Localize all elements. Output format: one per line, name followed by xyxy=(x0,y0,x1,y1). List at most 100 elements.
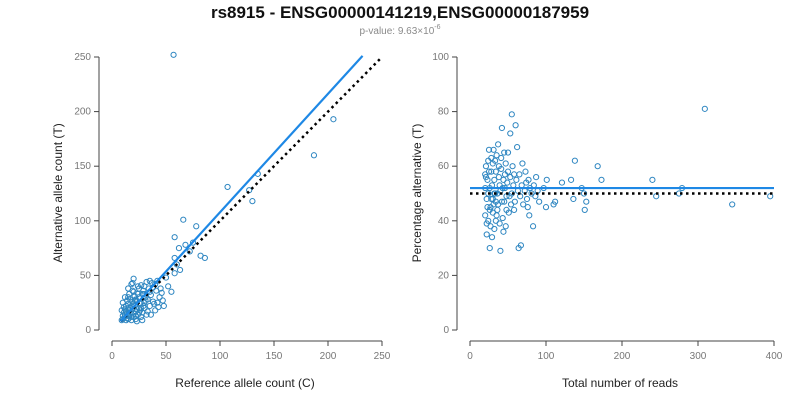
y-tick-label: 250 xyxy=(74,52,91,63)
x-tick-label: 0 xyxy=(467,351,473,362)
y-tick-label: 50 xyxy=(80,270,92,281)
data-point xyxy=(488,168,495,175)
data-point xyxy=(491,176,498,183)
data-point xyxy=(129,287,136,294)
data-point xyxy=(512,122,519,129)
data-point xyxy=(492,198,499,205)
y-tick-label: 40 xyxy=(438,216,450,227)
data-point xyxy=(502,160,509,167)
data-point xyxy=(147,291,154,299)
data-point xyxy=(490,146,497,153)
data-point xyxy=(485,190,492,197)
data-point xyxy=(701,105,708,112)
data-point xyxy=(129,279,136,287)
data-point xyxy=(486,206,493,213)
y-tick-label: 100 xyxy=(74,216,91,227)
data-point xyxy=(132,312,139,319)
data-point xyxy=(140,287,147,294)
x-tick-label: 0 xyxy=(109,351,115,362)
data-point xyxy=(598,176,605,183)
x-tick-label: 400 xyxy=(766,351,783,362)
data-point xyxy=(594,163,601,170)
data-point xyxy=(170,51,177,58)
data-point xyxy=(506,193,513,200)
data-point xyxy=(147,311,154,318)
data-point xyxy=(132,308,139,315)
y-tick-label: 150 xyxy=(74,161,91,172)
data-point xyxy=(483,231,490,238)
data-point xyxy=(649,176,656,183)
data-point xyxy=(498,154,505,162)
data-point xyxy=(182,241,189,248)
x-axis-label: Total number of reads xyxy=(562,376,678,390)
data-point xyxy=(485,146,493,153)
fit-line xyxy=(119,55,364,323)
data-point xyxy=(130,275,137,282)
data-point xyxy=(160,302,167,310)
data-point xyxy=(125,294,132,301)
data-point xyxy=(173,261,180,268)
x-axis-label: Reference allele count (C) xyxy=(175,376,314,390)
scatter-panel-allele-counts: 0 50 100 150 200 250 0 50 100 150 200 250 Reference … xyxy=(51,51,391,390)
data-point xyxy=(498,198,506,205)
y-tick-label: 0 xyxy=(85,325,91,336)
data-point xyxy=(159,297,166,304)
data-point xyxy=(489,160,496,167)
data-point xyxy=(483,220,490,227)
data-point xyxy=(488,234,496,241)
data-point xyxy=(522,168,529,175)
data-point xyxy=(176,266,184,274)
data-point xyxy=(330,116,337,123)
data-point xyxy=(144,308,151,315)
data-point xyxy=(482,163,490,170)
data-point xyxy=(168,288,175,295)
data-point xyxy=(138,305,145,312)
data-point xyxy=(131,297,138,304)
data-point xyxy=(513,176,520,183)
data-point xyxy=(189,239,197,246)
data-point xyxy=(583,198,590,205)
data-point xyxy=(165,283,172,290)
p-value-exponent: -6 xyxy=(434,24,440,31)
data-point xyxy=(495,141,502,148)
x-tick-label: 150 xyxy=(266,351,283,362)
x-tick-label: 200 xyxy=(320,351,337,362)
data-point xyxy=(497,247,504,254)
data-point xyxy=(124,297,131,304)
data-point xyxy=(126,290,133,298)
data-point xyxy=(543,176,550,183)
data-point xyxy=(493,212,500,219)
data-point xyxy=(558,179,566,186)
x-tick-label: 100 xyxy=(538,351,555,362)
data-point xyxy=(171,270,178,277)
data-point xyxy=(571,157,578,164)
data-point xyxy=(581,206,588,213)
data-point xyxy=(533,174,540,181)
data-point xyxy=(139,317,146,324)
data-point xyxy=(499,214,506,222)
y-tick-label: 100 xyxy=(432,52,449,63)
data-point xyxy=(154,299,161,306)
y-tick-label: 0 xyxy=(443,325,449,336)
data-point xyxy=(153,287,160,294)
data-point xyxy=(532,193,539,200)
data-point xyxy=(143,278,150,286)
data-point xyxy=(493,152,500,159)
data-point xyxy=(249,198,256,205)
data-point xyxy=(523,195,531,203)
data-point xyxy=(491,190,498,197)
data-point xyxy=(516,171,523,178)
data-point xyxy=(201,254,208,262)
data-point xyxy=(496,220,503,227)
data-point xyxy=(520,201,527,208)
reference-line xyxy=(119,56,383,323)
data-point xyxy=(224,183,231,191)
data-point xyxy=(482,174,490,181)
data-point xyxy=(523,179,530,186)
data-point xyxy=(155,303,162,311)
data-point xyxy=(501,149,508,156)
data-point xyxy=(507,130,514,137)
data-point xyxy=(524,204,531,211)
data-point xyxy=(495,174,502,181)
data-point xyxy=(118,317,125,324)
